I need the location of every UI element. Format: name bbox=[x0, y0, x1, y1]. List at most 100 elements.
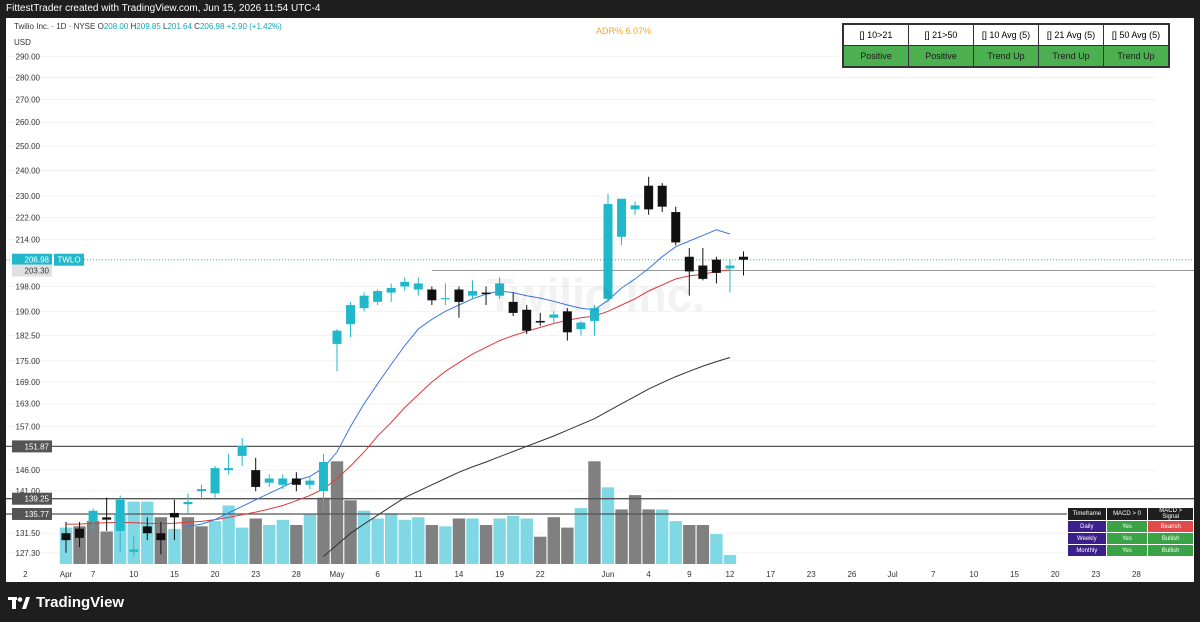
tradingview-logo[interactable]: TradingView bbox=[8, 594, 124, 611]
volume-bar bbox=[628, 495, 642, 564]
time-tick-label: 12 bbox=[725, 570, 734, 579]
price-chart[interactable]: 290.00 280.00 270.00 260.00 250.00 240.00 230.… bbox=[6, 18, 1194, 582]
time-tick-label: 23 bbox=[807, 570, 816, 579]
candle-body bbox=[617, 198, 627, 237]
trend-header: [] 10 Avg (5) bbox=[973, 23, 1039, 46]
volume-bar bbox=[710, 534, 723, 564]
volume-bar bbox=[195, 526, 208, 564]
price-axis[interactable]: 290.00 280.00 270.00 260.00 250.00 240.00 230.… bbox=[16, 52, 41, 557]
tradingview-brand: TradingView bbox=[36, 594, 125, 611]
macd-header: MACD > Signal bbox=[1148, 508, 1193, 520]
candles[interactable] bbox=[61, 176, 749, 557]
candle-body bbox=[603, 204, 613, 299]
price-tick-label: 169.00 bbox=[16, 378, 41, 387]
candle-body bbox=[657, 185, 667, 207]
trend-value: Trend Up bbox=[973, 45, 1039, 68]
time-tick-label: 2 bbox=[23, 570, 28, 579]
volume-bar bbox=[290, 525, 303, 564]
candle-body bbox=[468, 291, 477, 296]
volume-bar bbox=[452, 518, 466, 564]
macd-signal: Bullish bbox=[1148, 545, 1193, 556]
change-value: +2.90 (+1.42%) bbox=[226, 22, 282, 31]
candle-body bbox=[454, 289, 464, 302]
time-tick-label: 15 bbox=[170, 570, 179, 579]
time-axis[interactable]: 2 Apr 7 10 15 20 23 28 May 6 11 14 19 22 Jun 4 9 12 17 23 26… bbox=[23, 570, 1141, 579]
price-tick-label: 290.00 bbox=[16, 52, 41, 61]
volume-bar bbox=[127, 501, 140, 564]
volume-bar bbox=[276, 519, 289, 564]
candle-body bbox=[224, 468, 234, 471]
level-tag: 135.77 bbox=[25, 510, 50, 519]
chart-panel[interactable]: 290.00 280.00 270.00 260.00 250.00 240.00 230.… bbox=[6, 18, 1194, 582]
volume-bar bbox=[506, 515, 520, 564]
time-tick-label: 23 bbox=[251, 570, 260, 579]
candle-body bbox=[318, 461, 328, 492]
volume-bar bbox=[181, 517, 195, 564]
adr-readout: ADR% 6.07% bbox=[596, 26, 651, 36]
high-value: 209.85 bbox=[136, 22, 161, 31]
time-tick-label: 10 bbox=[129, 570, 138, 579]
volume-bar bbox=[371, 518, 384, 564]
time-tick-label: 11 bbox=[414, 570, 423, 579]
volume-bar bbox=[547, 517, 560, 564]
volume-bar bbox=[493, 518, 506, 564]
price-tick-label: 250.00 bbox=[16, 142, 41, 151]
time-tick-label: 14 bbox=[454, 570, 463, 579]
adr-value: 6.07% bbox=[625, 26, 652, 36]
attribution-bar: FittestTrader created with TradingView.c… bbox=[0, 0, 1200, 18]
price-tick-label: 270.00 bbox=[16, 95, 41, 104]
open-value: 208.00 bbox=[103, 22, 129, 31]
candle-body bbox=[359, 295, 369, 309]
trend-header: [] 21>50 bbox=[908, 23, 974, 46]
adr-label: ADR% bbox=[596, 26, 624, 36]
volume-bar bbox=[412, 517, 425, 564]
level-tag-box bbox=[12, 507, 52, 520]
macd-signal: Bullish bbox=[1148, 533, 1193, 544]
trend-value: Trend Up bbox=[1103, 45, 1170, 68]
candle-body bbox=[413, 283, 423, 290]
price-tick-label: 157.00 bbox=[16, 422, 41, 431]
level-tag: 151.87 bbox=[25, 442, 50, 451]
trend-value: Trend Up bbox=[1038, 45, 1104, 68]
macd-above-zero: Yes bbox=[1106, 533, 1148, 544]
candle-body bbox=[725, 265, 735, 269]
price-tick-label: 131.50 bbox=[16, 529, 41, 538]
level-tag-box bbox=[12, 440, 52, 453]
macd-above-zero: Yes bbox=[1106, 545, 1148, 556]
macd-table: Timeframe MACD > 0 MACD > Signal Daily Y… bbox=[1067, 507, 1194, 557]
last-price-tag: 206.98 bbox=[25, 256, 50, 265]
trend-table: [] 10>21 [] 21>50 [] 10 Avg (5) [] 21 Av… bbox=[842, 23, 1170, 68]
price-tick-label: 141.00 bbox=[16, 487, 41, 496]
candle-body bbox=[630, 205, 640, 210]
volume-bar bbox=[357, 510, 371, 564]
volume-bar bbox=[425, 525, 439, 564]
level-tag: 203.30 bbox=[25, 267, 50, 276]
candle-body bbox=[386, 287, 396, 293]
macd-timeframe: Daily bbox=[1068, 521, 1106, 532]
macd-header: MACD > 0 bbox=[1106, 508, 1148, 520]
time-tick-label: 19 bbox=[495, 570, 504, 579]
time-tick-label: 17 bbox=[766, 570, 775, 579]
candle-body bbox=[115, 499, 125, 531]
candle-body bbox=[400, 281, 410, 287]
time-tick-label: Jul bbox=[887, 570, 897, 579]
time-tick-label: 9 bbox=[687, 570, 692, 579]
candle-body bbox=[197, 489, 206, 492]
volume-bar bbox=[249, 518, 262, 564]
currency-label: USD bbox=[14, 38, 31, 47]
volume-bar bbox=[520, 518, 533, 564]
price-tick-label: 230.00 bbox=[16, 192, 41, 201]
candle-body bbox=[739, 256, 748, 260]
price-tick-label: 280.00 bbox=[16, 74, 41, 83]
candle-body bbox=[495, 283, 505, 296]
close-label: C bbox=[194, 22, 200, 31]
volume-bar bbox=[100, 531, 113, 564]
macd-header: Timeframe bbox=[1068, 508, 1106, 520]
price-tick-label: 222.00 bbox=[16, 213, 41, 222]
footer: TradingView bbox=[0, 582, 1200, 622]
candle-body bbox=[61, 533, 71, 541]
candle-body bbox=[278, 478, 288, 485]
candle-body bbox=[305, 480, 315, 485]
candle-body bbox=[169, 512, 179, 518]
volume-bar bbox=[669, 521, 682, 564]
